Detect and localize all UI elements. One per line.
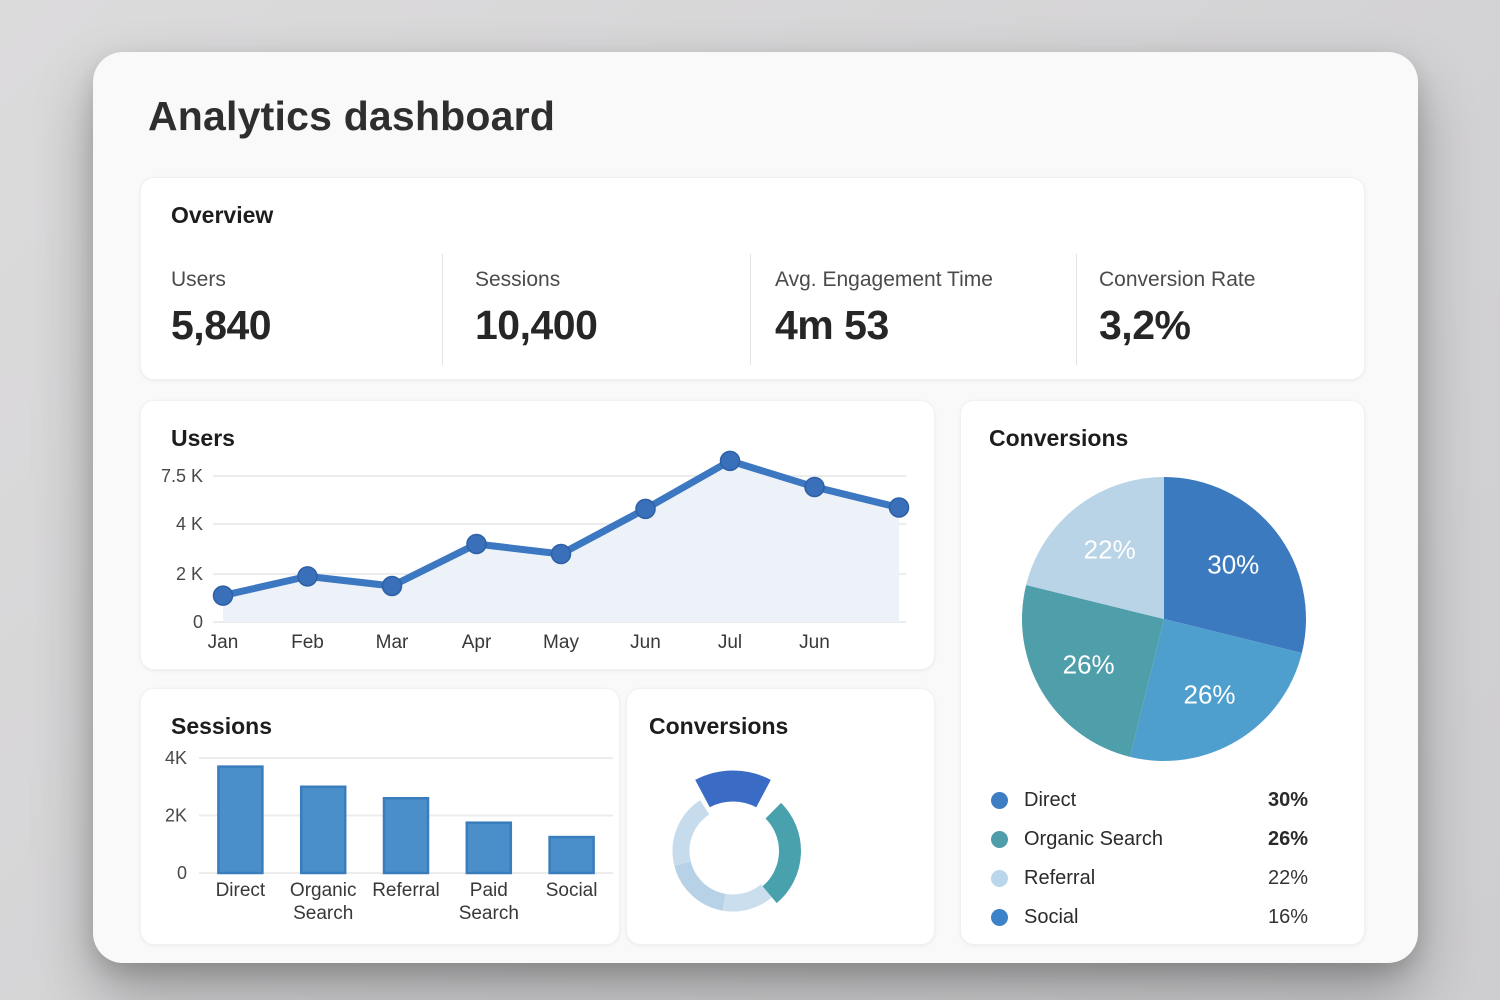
- legend-label: Social: [1024, 906, 1079, 928]
- conversions-pie-title: Conversions: [989, 425, 1129, 451]
- legend-item-direct[interactable]: Direct 30%: [991, 781, 1308, 820]
- legend-dot-icon: [991, 870, 1008, 887]
- svg-text:2 K: 2 K: [176, 564, 203, 584]
- sessions-bar-chart[interactable]: 4K 2K 0 Direct Organic Search Referral Paid Sear…: [141, 689, 619, 944]
- legend-dot-icon: [991, 831, 1008, 848]
- svg-text:May: May: [543, 632, 579, 653]
- svg-text:Jul: Jul: [718, 632, 742, 653]
- legend-dot-icon: [991, 792, 1008, 809]
- svg-text:Jun: Jun: [630, 632, 661, 653]
- metric-value: 10,400: [475, 302, 598, 348]
- overview-title: Overview: [171, 202, 274, 228]
- legend-label: Direct: [1024, 789, 1077, 811]
- svg-text:26%: 26%: [1184, 679, 1236, 709]
- metric-value: 3,2%: [1099, 302, 1191, 348]
- legend-item-social[interactable]: Social 16%: [991, 898, 1308, 937]
- svg-text:Referral: Referral: [372, 880, 440, 901]
- legend-value: 26%: [1267, 828, 1308, 850]
- legend-item-organic-search[interactable]: Organic Search 26%: [991, 820, 1308, 859]
- metric-value: 4m 53: [775, 302, 889, 348]
- legend-dot-icon: [991, 909, 1008, 926]
- svg-text:2K: 2K: [165, 806, 187, 826]
- pie-legend: Direct 30% Organic Search 26% Referral 2…: [991, 781, 1308, 937]
- legend-label: Organic Search: [1024, 828, 1163, 850]
- svg-text:Social: Social: [546, 880, 598, 901]
- metric-value: 5,840: [171, 302, 272, 348]
- legend-label: Referral: [1024, 867, 1096, 889]
- conversions-donut-chart[interactable]: [627, 689, 934, 944]
- sessions-chart-title: Sessions: [171, 713, 272, 739]
- svg-text:0: 0: [193, 612, 203, 632]
- svg-text:4 K: 4 K: [176, 514, 203, 534]
- svg-text:Apr: Apr: [462, 632, 492, 653]
- metric-sessions: Sessions 10,400: [442, 254, 750, 365]
- svg-text:Mar: Mar: [376, 632, 409, 653]
- svg-text:0: 0: [177, 863, 187, 883]
- metric-users: Users 5,840: [141, 254, 442, 365]
- conversions-pie-chart[interactable]: 30% 26% 26% 22%: [961, 401, 1364, 781]
- metric-conversion-rate: Conversion Rate 3,2%: [1076, 254, 1366, 365]
- svg-text:Feb: Feb: [291, 632, 324, 653]
- svg-text:Jun: Jun: [799, 632, 830, 653]
- page-title: Analytics dashboard: [148, 93, 556, 139]
- svg-text:30%: 30%: [1207, 550, 1259, 580]
- users-chart-title: Users: [171, 425, 235, 451]
- svg-text:26%: 26%: [1063, 650, 1115, 680]
- svg-text:Jan: Jan: [208, 632, 239, 653]
- overview-card: Overview Users 5,840 Sessions 10,400 Avg…: [140, 177, 1365, 380]
- metric-label: Users: [171, 268, 226, 291]
- metric-label: Sessions: [475, 268, 561, 291]
- legend-value: 22%: [1267, 867, 1308, 889]
- metric-label: Avg. Engagement Time: [775, 268, 993, 291]
- svg-text:Direct: Direct: [216, 880, 266, 901]
- metric-engagement-time: Avg. Engagement Time 4m 53: [750, 254, 1076, 365]
- svg-text:4K: 4K: [165, 748, 187, 768]
- svg-text:7.5 K: 7.5 K: [161, 466, 203, 486]
- users-line-chart-card: Users 7.5 K 4 K 2 K 0 Jan Feb Mar Apr May Jun Jul J…: [140, 400, 935, 670]
- conversions-donut-card: Conversions: [626, 688, 935, 945]
- sessions-bar-chart-card: Sessions 4K 2K 0 Direct Organic Search Referra…: [140, 688, 620, 945]
- legend-item-referral[interactable]: Referral 22%: [991, 859, 1308, 898]
- conversions-donut-title: Conversions: [649, 713, 789, 739]
- legend-value: 16%: [1267, 906, 1308, 928]
- overview-metrics: Users 5,840 Sessions 10,400 Avg. Engagem…: [141, 254, 1364, 365]
- svg-text:22%: 22%: [1084, 535, 1136, 565]
- conversions-pie-card: Conversions 30% 26% 26% 22% Direct 30% Orga…: [960, 400, 1365, 945]
- legend-value: 30%: [1267, 789, 1308, 811]
- metric-label: Conversion Rate: [1099, 268, 1256, 291]
